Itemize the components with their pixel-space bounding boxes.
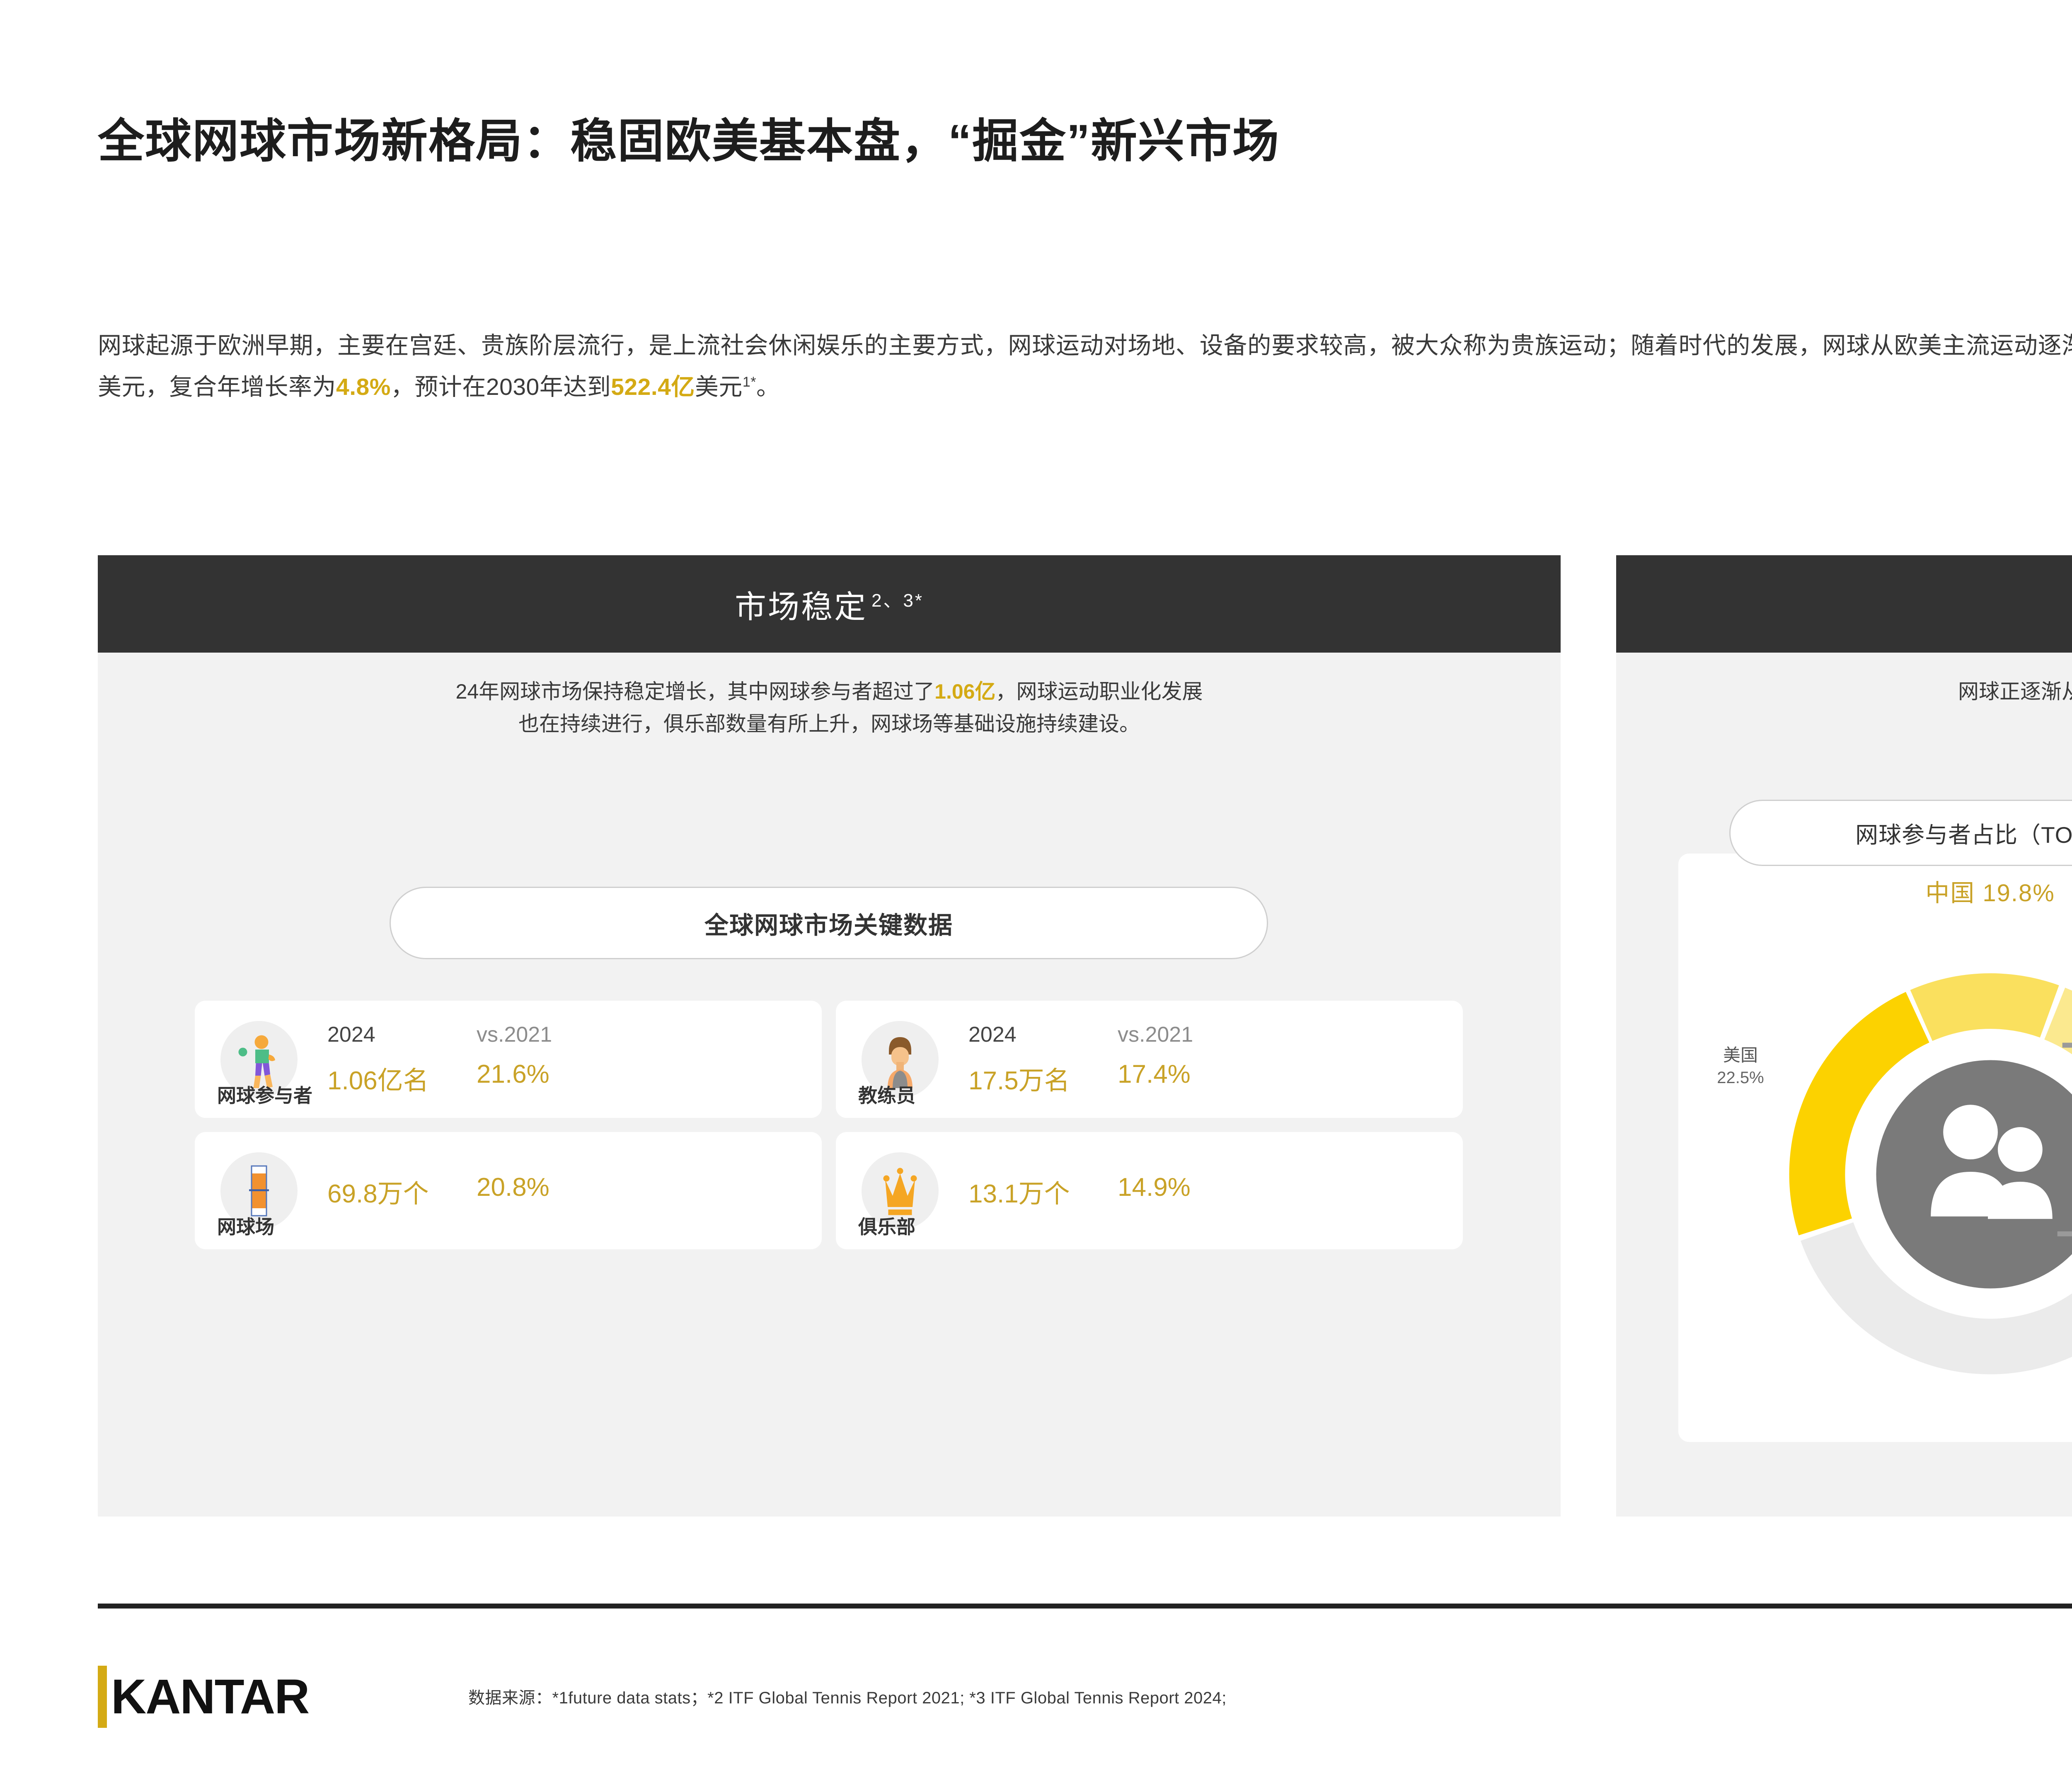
panel-left-desc-line1: 24年网球市场保持稳定增长，其中网球参与者超过了1.06亿，网球运动职业化发展 [143, 675, 1515, 708]
intro-highlight-market-size-2030: 522.4亿 [611, 374, 695, 400]
kantar-wordmark: KANTAR [111, 1669, 310, 1724]
kantar-logo: KANTAR [98, 1662, 310, 1732]
intro-text-2: 美元，复合年增长率为 [98, 374, 336, 400]
people-icon [1930, 1105, 2053, 1219]
panel-left-header-text: 市场稳定 2、3* [735, 581, 924, 627]
donut-card-participants: 网球参与者占比（TOP5） 中国 19.8% [1678, 800, 2072, 1442]
key-data-pill-label: 全球网球市场关键数据 [704, 912, 953, 939]
coach-avatar-glyph [888, 1037, 913, 1088]
stat-card-clubs[interactable]: 13.1万个 14.9% 俱乐部 [836, 1132, 1463, 1249]
stat-delta-1: 21.6% [477, 1060, 549, 1089]
desc1-b: ，网球运动职业化发展 [995, 680, 1203, 703]
intro-text-5: 。 [756, 374, 780, 400]
footer-divider [98, 1604, 2072, 1609]
stat-card-grid: 2024 vs.2021 1.06亿名 21.6% 网球参与者 [195, 1001, 1463, 1249]
stat-year-1: 2024 [327, 1023, 375, 1047]
panel-left-header: 市场稳定 2、3* [98, 555, 1561, 653]
slide-header: 全球网球市场新格局：稳固欧美基本盘，“掘金”新兴市场 全球网球市场概览 [0, 0, 2072, 232]
stat-icon-wrap-2 [836, 1001, 964, 1118]
stat-header-row-1: 2024 vs.2021 [327, 1022, 552, 1047]
stat-header-row-2: 2024 vs.2021 [968, 1022, 1193, 1047]
stat-delta-4: 14.9% [1118, 1173, 1191, 1202]
donut-chart-participants [1789, 973, 2072, 1374]
stat-value-row-2: 17.5万名 17.4% [968, 1059, 1191, 1097]
tennis-player-icon [220, 1021, 298, 1098]
stat-body-3: 69.8万个 20.8% [323, 1132, 822, 1249]
stat-value-2: 17.5万名 [968, 1067, 1070, 1095]
stat-icon-wrap-1 [195, 1001, 323, 1118]
stat-label-3: 网球场 [217, 1216, 274, 1238]
stat-value-row-4: 13.1万个 14.9% [968, 1173, 1191, 1210]
stat-year-2: 2024 [968, 1023, 1017, 1047]
crown-icon [862, 1152, 939, 1229]
intro-paragraph: 网球起源于欧洲早期，主要在宫廷、贵族阶层流行，是上流社会休闲娱乐的主要方式，网球… [98, 327, 2072, 405]
stat-compare-1: vs.2021 [477, 1023, 552, 1047]
leader-uk [2057, 1231, 2072, 1236]
tennis-court-icon [220, 1152, 298, 1229]
stat-value-1: 1.06亿名 [327, 1067, 429, 1095]
kantar-accent-bar [98, 1666, 107, 1728]
donut-label-usa: 美国 22.5% [1687, 1044, 1794, 1089]
source-note: 数据来源：*1future data stats；*2 ITF Global T… [468, 1689, 1227, 1707]
tennis-player-glyph [238, 1035, 275, 1088]
slice-other [1800, 1222, 2072, 1374]
panel-right-desc-line2: 在全球的占比分别为19.8%和7.2%，均位列全球第二。 [1662, 708, 2072, 740]
stat-compare-2: vs.2021 [1118, 1023, 1193, 1047]
donut-label-usa-name: 美国 [1723, 1045, 1758, 1065]
slice-china [1910, 973, 2059, 1041]
intro-highlight-cagr: 4.8% [336, 374, 391, 400]
panel-left-title: 市场稳定 [734, 589, 867, 625]
slice-india [2044, 987, 2072, 1055]
panel-right-desc-line1: 网球正逐渐从欧美等传统优势国家拓展至新市场。尤其是中国市场，参与人群和网球场 [1958, 680, 2072, 703]
stat-card-coaches[interactable]: 2024 vs.2021 17.5万名 17.4% 教练员 [836, 1001, 1463, 1118]
stat-delta-3: 20.8% [477, 1173, 549, 1202]
crown-glyph [883, 1168, 917, 1215]
slice-usa [1789, 992, 1929, 1236]
intro-text-3: ，预计在2030年达到 [390, 374, 611, 400]
stat-icon-wrap-4 [836, 1132, 964, 1249]
stat-value-3: 69.8万个 [327, 1180, 429, 1208]
tennis-court-glyph [249, 1165, 269, 1216]
desc1-highlight: 1.06亿 [934, 680, 996, 703]
stat-delta-2: 17.4% [1118, 1060, 1191, 1089]
donut-pill-participants-label: 网球参与者占比（TOP5） [1855, 822, 2072, 848]
panel-right-description: 网球正逐渐从欧美等传统优势国家拓展至新市场。尤其是中国市场，参与人群和网球场 在… [1662, 675, 2072, 740]
stat-body-2: 2024 vs.2021 17.5万名 17.4% [964, 1001, 1463, 1118]
intro-superscript: 1* [742, 374, 757, 390]
panel-left-description: 24年网球市场保持稳定增长，其中网球参与者超过了1.06亿，网球运动职业化发展 … [143, 675, 1515, 740]
stat-label-2: 教练员 [858, 1085, 915, 1106]
desc1-a: 24年网球市场保持稳定增长，其中网球参与者超过了 [455, 680, 935, 703]
stat-icon-wrap-3 [195, 1132, 323, 1249]
stat-body-1: 2024 vs.2021 1.06亿名 21.6% [323, 1001, 822, 1118]
panel-right-header: 新市场成长3* [1616, 555, 2072, 653]
intro-text-4: 美元 [695, 374, 743, 400]
stat-card-courts[interactable]: 69.8万个 20.8% 网球场 [195, 1132, 822, 1249]
stat-label-4: 俱乐部 [858, 1216, 915, 1238]
panel-left-footnote: 2、3* [871, 590, 924, 611]
donut-label-usa-value: 22.5% [1717, 1069, 1764, 1087]
leader-india [2062, 1043, 2072, 1048]
page-title: 全球网球市场新格局：稳固欧美基本盘，“掘金”新兴市场 [98, 115, 1280, 167]
key-data-pill: 全球网球市场关键数据 [390, 887, 1268, 959]
donut-center-label-participants: 中国 19.8% [1925, 880, 2055, 907]
intro-text-1: 网球起源于欧洲早期，主要在宫廷、贵族阶层流行，是上流社会休闲娱乐的主要方式，网球… [98, 332, 2072, 359]
donut-pill-participants: 网球参与者占比（TOP5） [1729, 800, 2072, 866]
stat-value-row-3: 69.8万个 20.8% [327, 1173, 549, 1210]
stat-value-row-1: 1.06亿名 21.6% [327, 1059, 549, 1097]
stat-body-4: 13.1万个 14.9% [964, 1132, 1463, 1249]
coach-avatar-icon [862, 1021, 939, 1098]
stat-card-participants[interactable]: 2024 vs.2021 1.06亿名 21.6% 网球参与者 [195, 1001, 822, 1118]
stat-value-4: 13.1万个 [968, 1180, 1070, 1208]
stat-label-1: 网球参与者 [217, 1085, 312, 1106]
panel-left-desc-line2: 也在持续进行，俱乐部数量有所上升，网球场等基础设施持续建设。 [518, 712, 1140, 735]
